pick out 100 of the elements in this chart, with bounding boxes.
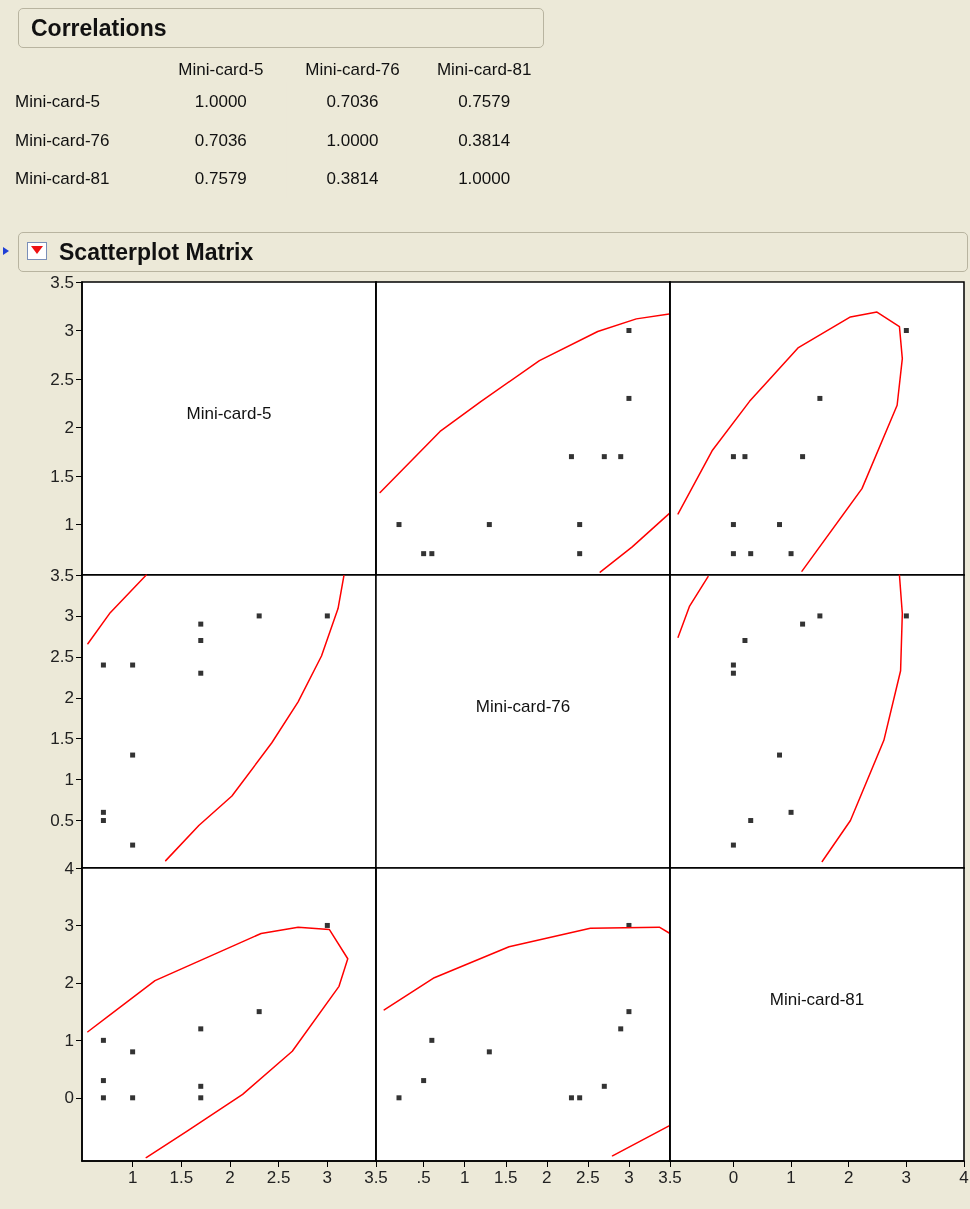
y-tick-label: 4 <box>64 858 74 878</box>
point <box>568 454 574 460</box>
point <box>730 842 736 848</box>
chart-title: Correlations <box>18 8 544 48</box>
point <box>800 454 806 460</box>
data-label: 0.7036 <box>326 91 379 111</box>
annotation: Mini-card-5 <box>186 404 272 424</box>
x-tick-label: 3 <box>322 1168 333 1187</box>
text: Mini-card-76 <box>475 697 571 717</box>
point <box>396 1095 402 1101</box>
point <box>777 752 783 758</box>
x-tick-label: 3.5 <box>658 1168 682 1187</box>
point <box>618 454 624 460</box>
y-tick-label: 3 <box>64 915 74 935</box>
point <box>618 1026 624 1032</box>
point <box>130 752 136 758</box>
point <box>100 662 106 668</box>
y-tick-label: 3 <box>64 606 74 626</box>
x-tick-label: 1 <box>127 1168 138 1187</box>
point <box>100 1037 106 1043</box>
y-tick-label: 2 <box>64 418 74 438</box>
point <box>130 662 136 668</box>
data-label: 1.0000 <box>194 91 247 111</box>
y-tick-label: 2 <box>64 973 74 993</box>
point <box>730 522 736 528</box>
point <box>256 613 262 619</box>
x-tick-label: .5 <box>416 1168 431 1187</box>
point <box>396 522 402 528</box>
y-tick-label: 1.5 <box>50 466 74 486</box>
point <box>730 662 736 668</box>
x-tick-label: 3 <box>901 1168 912 1187</box>
y-tick-label: 1.5 <box>50 729 74 749</box>
y-tick-label: 3 <box>64 321 74 341</box>
point <box>748 551 754 557</box>
point <box>198 1083 204 1089</box>
point <box>100 809 106 815</box>
point <box>324 613 330 619</box>
x-tick-label: 1 <box>786 1168 796 1187</box>
point <box>601 454 607 460</box>
point <box>788 551 794 557</box>
point <box>601 1083 607 1089</box>
x-tick-label: 4 <box>959 1168 969 1187</box>
data-label: 0.3814 <box>458 130 511 150</box>
y-tick-label: 2.5 <box>50 369 74 389</box>
x-tick-label: 1.5 <box>493 1168 518 1187</box>
point <box>198 670 204 676</box>
x-tick-label: 2.5 <box>576 1168 600 1187</box>
y-tick-label: Mini-card-81 <box>15 169 110 189</box>
x-tick-label: Mini-card-76 <box>305 60 400 79</box>
point <box>130 1095 136 1101</box>
point <box>788 809 794 815</box>
y-tick-label: 3.5 <box>50 565 74 585</box>
x-tick-label: 2 <box>542 1168 552 1187</box>
x-tick-label: 3.5 <box>364 1168 388 1187</box>
point <box>903 613 909 619</box>
y-tick-label: 1 <box>64 1030 74 1050</box>
x-tick-label: 2 <box>843 1168 854 1187</box>
point <box>421 1078 427 1084</box>
point <box>486 522 492 528</box>
point <box>130 842 136 848</box>
x-tick-label: 1 <box>459 1168 470 1187</box>
y-tick-label: 1 <box>64 770 74 790</box>
data-label: 1.0000 <box>326 130 379 150</box>
x-tick-label: 1.5 <box>169 1168 194 1187</box>
x-tick-label: Mini-card-81 <box>436 60 532 79</box>
point <box>626 328 632 334</box>
point <box>777 522 783 528</box>
data-label: 0.7036 <box>194 130 247 150</box>
point <box>577 522 583 528</box>
point <box>903 328 909 334</box>
point <box>429 1037 435 1043</box>
point <box>742 454 748 460</box>
y-tick-label: 2 <box>64 688 74 708</box>
x-tick-label: 2 <box>225 1168 235 1187</box>
point <box>817 395 823 401</box>
point <box>577 1095 583 1101</box>
x-tick-label: 0 <box>728 1168 739 1187</box>
y-tick-label: 3.5 <box>50 272 74 292</box>
point <box>324 922 330 928</box>
y-tick-label: 2.5 <box>50 647 74 667</box>
x-tick-label: 3 <box>624 1168 634 1187</box>
x-tick-label: Mini-card-5 <box>178 60 264 79</box>
point <box>198 637 204 643</box>
point <box>817 613 823 619</box>
point <box>256 1009 262 1015</box>
y-tick-label: Mini-card-76 <box>15 130 110 150</box>
data-label: 0.3814 <box>326 169 379 189</box>
point <box>100 818 106 824</box>
point <box>730 551 736 557</box>
point <box>730 670 736 676</box>
point <box>100 1078 106 1084</box>
point <box>198 621 204 627</box>
point <box>748 818 754 824</box>
point <box>626 395 632 401</box>
data-label: 0.7579 <box>194 169 247 189</box>
point <box>486 1049 492 1055</box>
x-tick-label: 2.5 <box>266 1168 291 1187</box>
point <box>800 621 806 627</box>
data-label: 0.7579 <box>458 91 511 111</box>
point <box>130 1049 136 1055</box>
